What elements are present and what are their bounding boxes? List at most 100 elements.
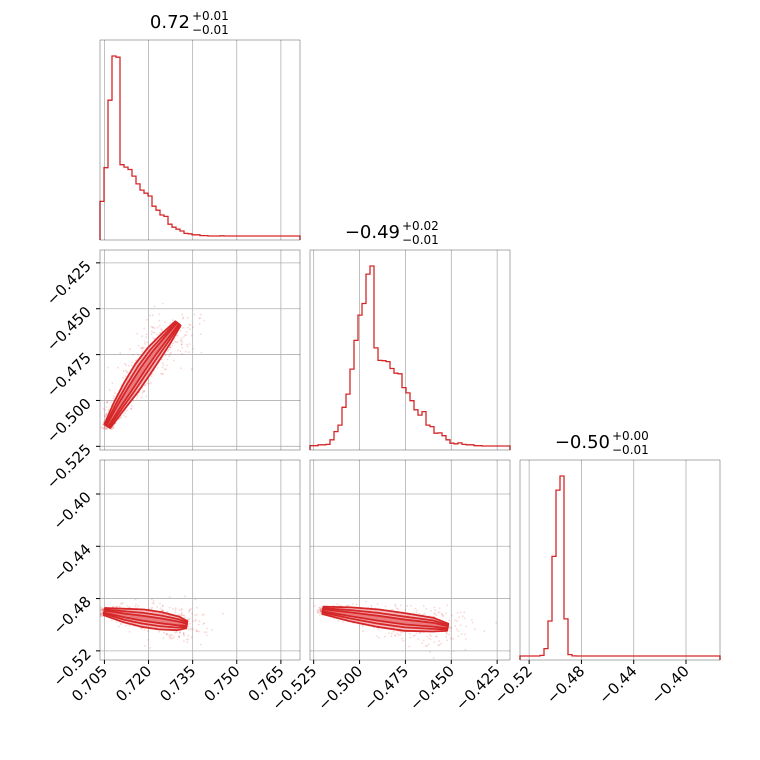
- scatter-point: [126, 371, 129, 374]
- scatter-point: [150, 608, 153, 611]
- scatter-point: [401, 637, 403, 640]
- scatter-point: [143, 644, 146, 647]
- scatter-point: [169, 322, 172, 325]
- scatter-point: [390, 632, 393, 635]
- scatter-point: [100, 613, 102, 615]
- scatter-point: [156, 326, 159, 329]
- scatter-point: [450, 638, 453, 640]
- scatter-point: [161, 362, 164, 364]
- scatter-point: [198, 317, 201, 320]
- scatter-point: [435, 635, 437, 638]
- scatter-point: [166, 633, 169, 636]
- y-tick-label: −0.44: [50, 540, 95, 585]
- scatter-point: [319, 614, 321, 617]
- scatter-point: [158, 313, 161, 316]
- scatter-point: [333, 604, 335, 607]
- scatter-point: [319, 610, 322, 613]
- scatter-point: [197, 623, 200, 626]
- scatter-point: [394, 605, 397, 607]
- scatter-point: [174, 611, 177, 614]
- scatter-point: [425, 608, 428, 610]
- scatter-point: [440, 642, 442, 645]
- scatter-point: [159, 373, 162, 375]
- scatter-point: [108, 389, 111, 392]
- scatter-point: [126, 370, 129, 373]
- scatter-point: [194, 598, 197, 601]
- scatter-point: [199, 317, 202, 319]
- scatter-point: [180, 339, 183, 341]
- scatter-point: [152, 327, 154, 329]
- scatter-point: [100, 615, 103, 617]
- scatter-point: [422, 639, 425, 642]
- scatter-point: [390, 635, 393, 638]
- scatter-point: [149, 647, 152, 649]
- scatter-point: [156, 605, 159, 608]
- scatter-point: [125, 409, 128, 412]
- scatter-point: [408, 632, 411, 635]
- scatter-point: [141, 346, 144, 349]
- scatter-point: [459, 624, 462, 626]
- scatter-point: [316, 611, 319, 614]
- histogram-series-2: [519, 475, 721, 660]
- scatter-point: [187, 618, 190, 621]
- scatter-point: [404, 608, 406, 611]
- scatter-point: [341, 621, 344, 623]
- scatter-point: [135, 359, 138, 362]
- scatter-point: [188, 609, 191, 612]
- scatter-point: [432, 657, 435, 659]
- scatter-point: [318, 609, 321, 612]
- param-title-1: −0.49: [345, 222, 400, 243]
- scatter-point: [104, 427, 106, 430]
- scatter-point: [182, 614, 185, 617]
- scatter-point: [151, 326, 154, 328]
- scatter-point: [412, 634, 415, 637]
- scatter-point: [100, 613, 102, 616]
- scatter-point: [339, 604, 341, 607]
- scatter-point: [143, 390, 146, 393]
- scatter-point: [410, 604, 412, 607]
- x-tick-label: −0.475: [360, 662, 412, 714]
- scatter-point: [452, 650, 455, 653]
- scatter-point: [122, 414, 125, 417]
- scatter-point: [394, 603, 397, 606]
- scatter-point: [184, 595, 187, 598]
- scatter-point: [373, 626, 375, 629]
- scatter-point: [174, 631, 177, 634]
- scatter-point: [161, 609, 164, 612]
- scatter-point: [427, 643, 430, 646]
- scatter-point: [175, 607, 177, 610]
- hist-0-grid: [104, 40, 282, 240]
- scatter-point: [189, 324, 192, 326]
- scatter-point: [429, 638, 432, 641]
- scatter-point: [117, 625, 120, 628]
- scatter-point: [200, 351, 203, 354]
- scatter-point: [449, 630, 451, 632]
- scatter-point: [416, 609, 418, 612]
- scatter-point: [445, 631, 448, 634]
- scatter-point: [104, 415, 106, 417]
- pair-0-grid: [100, 250, 300, 450]
- scatter-point: [102, 427, 105, 430]
- scatter-point: [182, 633, 185, 636]
- scatter-point: [452, 638, 455, 640]
- scatter-point: [105, 414, 108, 417]
- scatter-point: [440, 612, 443, 615]
- scatter-point: [445, 612, 447, 615]
- scatter-point: [171, 634, 174, 637]
- scatter-point: [429, 633, 431, 636]
- scatter-point: [128, 630, 131, 633]
- scatter-point: [319, 606, 321, 609]
- scatter-point: [355, 603, 358, 606]
- scatter-point: [316, 609, 319, 612]
- hist-frame-2: [519, 459, 721, 661]
- scatter-point: [319, 609, 322, 612]
- scatter-point: [100, 612, 102, 614]
- param-title-0: 0.72: [150, 12, 190, 33]
- scatter-point: [450, 627, 453, 630]
- scatter-point: [131, 405, 134, 407]
- scatter-point: [419, 631, 422, 634]
- scatter-point: [190, 608, 192, 610]
- scatter-point: [169, 633, 172, 636]
- scatter-point: [201, 614, 204, 616]
- scatter-point: [137, 605, 140, 607]
